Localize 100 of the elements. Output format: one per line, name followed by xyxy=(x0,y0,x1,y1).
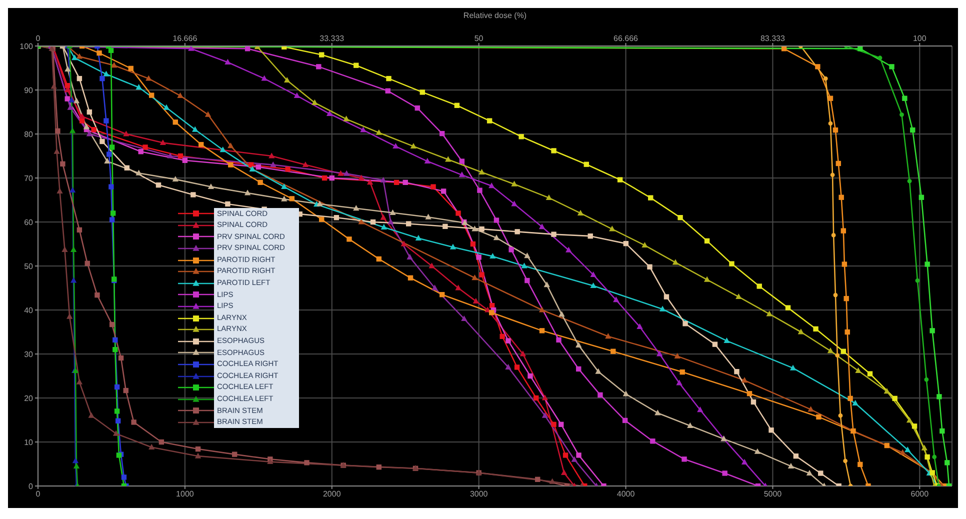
point xyxy=(511,200,518,206)
point xyxy=(590,282,596,288)
point xyxy=(69,128,76,134)
point xyxy=(112,337,118,343)
point xyxy=(402,180,408,185)
x2-tick-label: 16.666 xyxy=(172,34,198,43)
point xyxy=(86,109,92,115)
point xyxy=(736,293,742,300)
point xyxy=(598,392,603,398)
point xyxy=(912,424,918,429)
point xyxy=(636,323,643,329)
point xyxy=(228,142,234,148)
point xyxy=(106,152,112,157)
point xyxy=(182,158,188,163)
point xyxy=(103,70,110,76)
y-tick-label: 80 xyxy=(24,130,34,139)
point xyxy=(76,378,83,384)
point xyxy=(808,406,814,412)
point xyxy=(798,328,804,334)
point xyxy=(64,83,70,88)
point xyxy=(697,406,704,412)
x2-tick-label: 83.333 xyxy=(760,34,786,43)
point xyxy=(406,254,413,260)
point xyxy=(64,96,70,102)
point xyxy=(576,452,582,458)
point xyxy=(380,176,386,182)
point xyxy=(832,127,838,133)
point xyxy=(704,238,710,244)
point xyxy=(610,348,616,354)
y-tick-label: 0 xyxy=(28,482,34,491)
y-tick-label: 60 xyxy=(24,218,34,227)
point xyxy=(785,305,791,310)
point xyxy=(73,98,80,104)
point xyxy=(915,278,920,283)
point xyxy=(73,462,80,468)
point xyxy=(414,105,420,111)
point xyxy=(486,118,492,124)
point xyxy=(142,144,148,150)
point xyxy=(285,166,290,172)
point xyxy=(146,75,152,81)
point xyxy=(884,442,890,448)
point xyxy=(852,400,858,406)
point xyxy=(609,226,616,232)
point xyxy=(622,390,630,396)
point xyxy=(115,418,121,424)
point xyxy=(514,364,520,370)
point xyxy=(68,96,75,102)
point xyxy=(112,347,118,352)
point xyxy=(682,456,687,462)
point xyxy=(623,240,629,246)
point xyxy=(136,170,142,176)
point xyxy=(440,188,446,194)
point xyxy=(195,446,201,452)
point xyxy=(108,184,114,190)
point xyxy=(326,110,333,116)
point xyxy=(319,52,324,58)
point xyxy=(319,216,324,222)
point xyxy=(682,321,688,326)
point xyxy=(576,342,582,348)
point xyxy=(91,127,96,132)
point xyxy=(538,306,546,312)
y-tick-label: 40 xyxy=(24,306,34,315)
point xyxy=(84,260,90,266)
point xyxy=(289,196,295,202)
point xyxy=(432,284,438,290)
x-tick-label: 3000 xyxy=(470,490,488,499)
x2-tick-label: 50 xyxy=(474,34,484,43)
point xyxy=(76,227,82,233)
point xyxy=(542,394,548,400)
x-tick-label: 2000 xyxy=(322,490,342,499)
point xyxy=(70,277,77,283)
point xyxy=(415,234,422,241)
point xyxy=(478,168,485,175)
point xyxy=(172,176,178,182)
point xyxy=(86,130,93,136)
point xyxy=(458,172,466,178)
point xyxy=(128,66,134,72)
point xyxy=(659,306,666,312)
point xyxy=(806,470,813,476)
point xyxy=(163,104,170,110)
point xyxy=(114,384,120,390)
point xyxy=(878,56,882,60)
point xyxy=(843,458,848,464)
point xyxy=(538,223,546,230)
point xyxy=(284,76,290,83)
point xyxy=(654,410,661,416)
point xyxy=(477,188,482,193)
point xyxy=(830,172,835,178)
point xyxy=(428,262,435,268)
point xyxy=(346,236,352,242)
point xyxy=(50,83,57,89)
point xyxy=(741,458,748,464)
point xyxy=(302,161,309,168)
point xyxy=(160,139,166,146)
point xyxy=(322,175,328,181)
point xyxy=(459,158,465,164)
point xyxy=(902,96,908,101)
point xyxy=(664,294,670,300)
point xyxy=(831,233,836,238)
point xyxy=(316,200,323,206)
